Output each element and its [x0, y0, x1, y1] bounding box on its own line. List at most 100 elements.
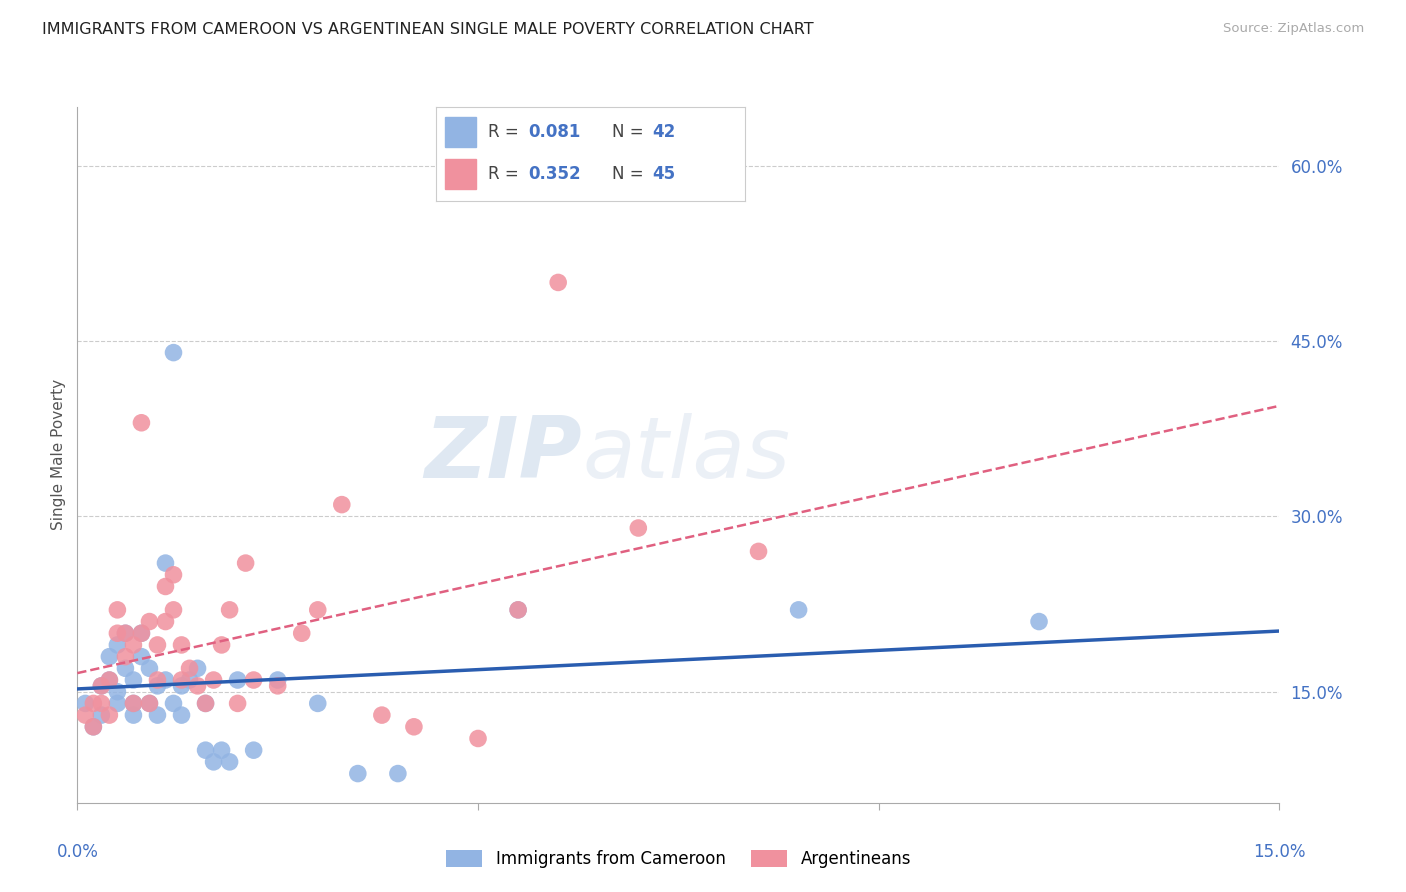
Point [155, 579, 177, 593]
Point [122, 638, 145, 652]
Point [146, 673, 169, 687]
Point [122, 673, 145, 687]
Point [107, 626, 129, 640]
Text: IMMIGRANTS FROM CAMEROON VS ARGENTINEAN SINGLE MALE POVERTY CORRELATION CHART: IMMIGRANTS FROM CAMEROON VS ARGENTINEAN … [42, 22, 814, 37]
Text: N =: N = [612, 123, 650, 141]
Text: atlas: atlas [582, 413, 790, 497]
Point [267, 679, 290, 693]
Text: N =: N = [612, 166, 650, 184]
Point [226, 673, 249, 687]
Point [211, 638, 233, 652]
Point [194, 697, 217, 711]
Point [90, 679, 112, 693]
Point [508, 603, 530, 617]
Point [90, 697, 112, 711]
Point [107, 638, 129, 652]
Point [242, 673, 264, 687]
Point [170, 638, 193, 652]
Point [170, 679, 193, 693]
Point [114, 626, 136, 640]
Point [98, 708, 121, 723]
Point [82, 720, 104, 734]
Point [218, 755, 240, 769]
Point [170, 673, 193, 687]
Point [307, 697, 329, 711]
Point [146, 679, 169, 693]
Point [226, 697, 249, 711]
Point [267, 673, 290, 687]
Point [114, 649, 136, 664]
Point [138, 615, 160, 629]
Point [114, 626, 136, 640]
FancyBboxPatch shape [446, 160, 477, 189]
Point [187, 679, 209, 693]
Point [627, 521, 650, 535]
Point [467, 731, 489, 746]
Text: Source: ZipAtlas.com: Source: ZipAtlas.com [1223, 22, 1364, 36]
Point [508, 603, 530, 617]
Point [202, 673, 225, 687]
Text: ZIP: ZIP [425, 413, 582, 497]
Text: 45: 45 [652, 166, 675, 184]
Text: 0.0%: 0.0% [56, 843, 98, 861]
Point [122, 697, 145, 711]
Point [187, 661, 209, 675]
Point [122, 697, 145, 711]
Point [107, 603, 129, 617]
Point [98, 673, 121, 687]
Point [179, 661, 201, 675]
Point [218, 603, 240, 617]
Point [371, 708, 394, 723]
Point [138, 697, 160, 711]
Point [75, 708, 97, 723]
Point [202, 755, 225, 769]
Point [155, 556, 177, 570]
Point [547, 276, 569, 290]
Point [155, 615, 177, 629]
Text: 0.081: 0.081 [529, 123, 581, 141]
Point [194, 697, 217, 711]
Point [107, 684, 129, 698]
Point [75, 697, 97, 711]
Point [82, 697, 104, 711]
Point [307, 603, 329, 617]
Point [131, 626, 153, 640]
Point [211, 743, 233, 757]
Point [138, 697, 160, 711]
Point [146, 708, 169, 723]
Point [162, 567, 184, 582]
Point [787, 603, 810, 617]
Point [194, 743, 217, 757]
Point [138, 661, 160, 675]
FancyBboxPatch shape [446, 118, 477, 147]
Point [131, 649, 153, 664]
Point [146, 638, 169, 652]
Point [98, 649, 121, 664]
Point [162, 345, 184, 359]
Point [155, 673, 177, 687]
Text: R =: R = [488, 166, 524, 184]
Point [122, 708, 145, 723]
Point [82, 720, 104, 734]
Point [402, 720, 425, 734]
Point [162, 603, 184, 617]
Point [748, 544, 770, 558]
Point [242, 743, 264, 757]
Point [1028, 615, 1050, 629]
Text: 0.352: 0.352 [529, 166, 581, 184]
Point [179, 673, 201, 687]
Y-axis label: Single Male Poverty: Single Male Poverty [51, 379, 66, 531]
Point [330, 498, 353, 512]
Point [387, 766, 409, 780]
Text: 15.0%: 15.0% [1253, 843, 1306, 861]
Point [162, 697, 184, 711]
Point [114, 661, 136, 675]
Point [235, 556, 257, 570]
Point [131, 416, 153, 430]
Point [90, 679, 112, 693]
Text: 42: 42 [652, 123, 676, 141]
Point [170, 708, 193, 723]
Text: R =: R = [488, 123, 524, 141]
Point [90, 708, 112, 723]
Point [98, 673, 121, 687]
